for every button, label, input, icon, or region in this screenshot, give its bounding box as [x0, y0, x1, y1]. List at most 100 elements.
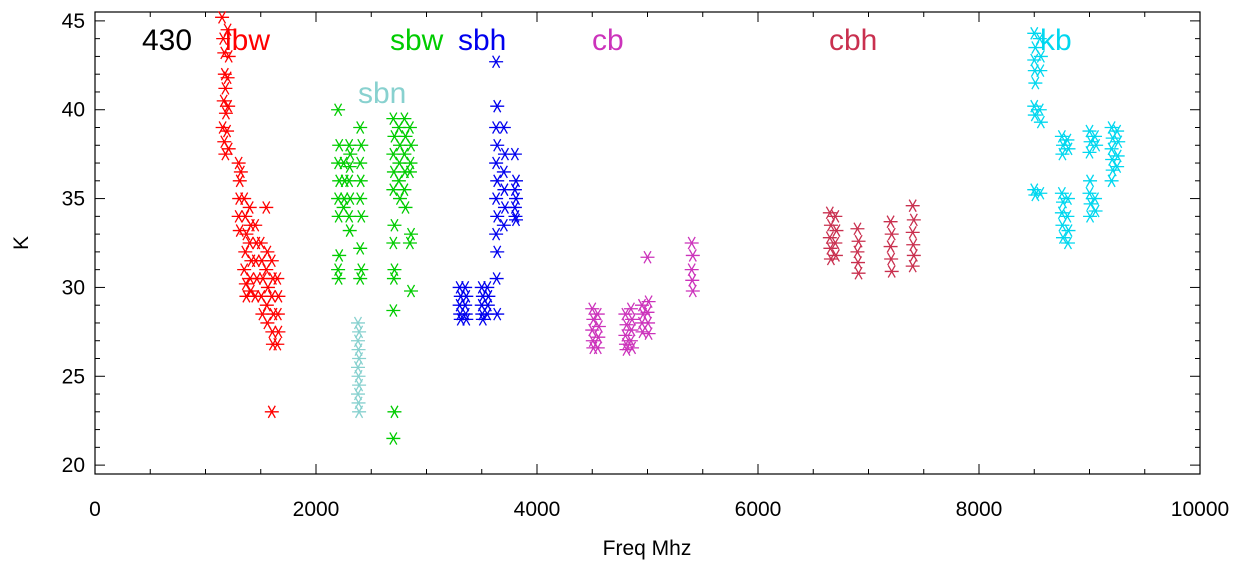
data-point: [387, 405, 402, 419]
data-point: [1033, 64, 1048, 78]
data-point: [354, 263, 369, 277]
data-point: [1083, 209, 1098, 223]
data-point: [386, 272, 401, 285]
data-point: [490, 307, 505, 321]
data-point: [403, 156, 418, 170]
data-point: [489, 272, 504, 285]
y-tick-label: 25: [62, 365, 85, 388]
data-point: [221, 99, 236, 113]
data-point: [884, 265, 899, 278]
data-point: [458, 307, 473, 321]
data-point: [883, 240, 898, 253]
data-point: [1088, 192, 1103, 205]
data-point: [1110, 149, 1125, 163]
data-point: [851, 234, 866, 248]
data-point: [619, 318, 634, 332]
series-label-cb: cb: [592, 24, 624, 57]
data-point: [1061, 142, 1076, 156]
data-point: [489, 55, 504, 69]
data-point: [490, 245, 505, 259]
data-point: [387, 218, 402, 232]
data-point: [1061, 224, 1076, 237]
data-point: [618, 307, 633, 321]
data-point: [459, 289, 474, 303]
data-point: [1083, 174, 1098, 188]
x-tick-label: 0: [89, 498, 101, 521]
series-kb: [1027, 26, 1126, 250]
series-label-sbh: sbh: [458, 24, 506, 57]
data-point: [509, 174, 524, 188]
data-point: [351, 396, 366, 410]
x-tick-label: 6000: [735, 498, 782, 521]
data-point: [232, 174, 247, 188]
data-point: [352, 325, 367, 339]
data-point: [351, 369, 366, 383]
data-point: [1055, 147, 1070, 161]
data-point: [238, 277, 253, 291]
data-point: [490, 174, 505, 188]
data-point: [397, 147, 412, 161]
data-point: [458, 298, 473, 312]
data-point: [1060, 192, 1075, 205]
data-point: [490, 209, 505, 223]
data-point: [481, 289, 496, 303]
data-point: [590, 341, 605, 355]
data-point: [352, 352, 367, 365]
data-point: [625, 341, 640, 355]
data-point: [489, 192, 504, 205]
data-point: [475, 313, 490, 326]
data-point: [828, 236, 843, 250]
data-points: [215, 10, 1126, 445]
y-axis-title: K: [10, 236, 33, 250]
data-point: [271, 325, 286, 339]
data-point: [350, 334, 365, 348]
data-point: [343, 147, 358, 161]
data-point: [585, 302, 600, 316]
data-point: [221, 142, 236, 156]
data-point: [404, 138, 419, 152]
data-point: [1060, 209, 1075, 223]
data-point: [353, 174, 368, 188]
data-point: [216, 94, 231, 108]
x-tick-label: 2000: [293, 498, 340, 521]
data-point: [352, 378, 367, 392]
data-point: [342, 209, 357, 223]
data-point: [331, 263, 346, 277]
data-point: [221, 50, 236, 63]
data-point: [353, 241, 368, 255]
data-point: [397, 183, 412, 197]
y-tick-label: 35: [62, 188, 85, 211]
x-tick-label: 4000: [514, 498, 561, 521]
data-point: [220, 23, 235, 37]
data-point: [1082, 124, 1097, 138]
data-point: [905, 199, 920, 213]
data-point: [402, 121, 417, 134]
data-point: [507, 201, 522, 214]
x-axis-title: Freq Mhz: [603, 537, 692, 560]
data-point: [386, 236, 401, 250]
data-point: [906, 238, 921, 252]
data-point: [391, 174, 406, 188]
data-point: [586, 313, 601, 326]
data-point: [623, 302, 638, 316]
data-point: [386, 432, 401, 445]
data-point: [685, 273, 700, 287]
data-point: [342, 138, 357, 152]
data-point: [248, 218, 263, 232]
data-point: [397, 112, 412, 126]
data-point: [640, 305, 655, 319]
data-point: [507, 183, 522, 197]
data-point: [237, 192, 252, 205]
data-point: [336, 156, 351, 170]
data-point: [404, 227, 419, 241]
data-point: [353, 272, 368, 285]
tick-labels: 0 2000 4000 6000 8000 10000 20 25 30 35 40 45: [62, 10, 1230, 521]
series-label-sbw: sbw: [390, 24, 444, 57]
series-sbn: [350, 316, 367, 419]
data-point: [905, 225, 920, 239]
data-point: [489, 156, 504, 170]
data-point: [496, 218, 511, 232]
x-tick-label: 10000: [1171, 498, 1229, 521]
y-tick-label: 20: [62, 454, 85, 477]
